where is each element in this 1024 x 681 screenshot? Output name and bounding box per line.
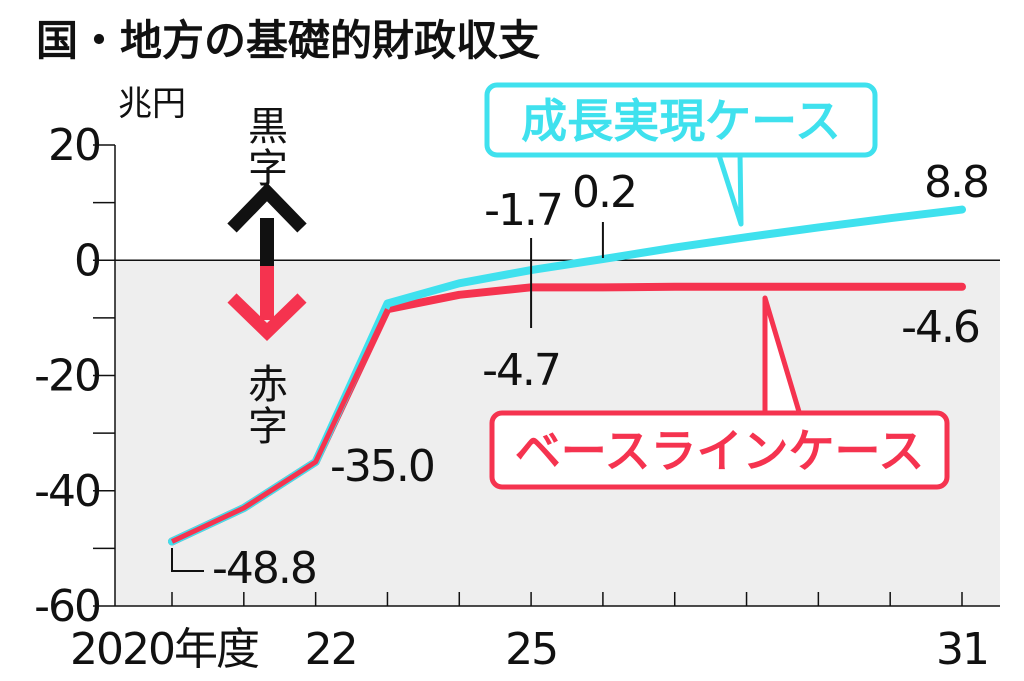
arrow-shaft bbox=[260, 218, 274, 272]
legend-growth-label: 成長実現ケース bbox=[521, 94, 841, 148]
deficit-label-char: 字 bbox=[248, 404, 288, 450]
deficit-label: 赤字 bbox=[248, 362, 288, 450]
surplus-label-char: 黒 bbox=[248, 104, 288, 150]
y-tick-label: 0 bbox=[74, 235, 100, 286]
legend-baseline-tail bbox=[762, 295, 803, 416]
data-label: -4.6 bbox=[901, 302, 979, 353]
x-tick-label: 2020年度 bbox=[70, 624, 259, 675]
legend-baseline-box-fill bbox=[496, 417, 943, 483]
data-label: -1.7 bbox=[484, 185, 562, 236]
data-label: -48.8 bbox=[212, 543, 316, 594]
legend-baseline-label: ベースラインケース bbox=[515, 424, 924, 478]
data-label: 8.8 bbox=[924, 157, 988, 208]
x-tick-label: 31 bbox=[936, 624, 988, 675]
x-tick-label: 25 bbox=[505, 624, 557, 675]
data-label: -35.0 bbox=[330, 441, 434, 492]
y-tick-label: -60 bbox=[34, 581, 100, 632]
chart-title: 国・地方の基礎的財政収支 bbox=[36, 16, 540, 65]
arrow-head bbox=[227, 182, 307, 233]
surplus-label: 黒字 bbox=[248, 104, 288, 192]
x-tick-label: 22 bbox=[305, 624, 357, 675]
series-line-1-early bbox=[170, 308, 390, 544]
arrow-head bbox=[227, 293, 307, 342]
legend-growth-tail bbox=[715, 151, 744, 227]
y-tick-label: -40 bbox=[34, 466, 100, 517]
data-label: -4.7 bbox=[482, 345, 560, 396]
leader-2020 bbox=[171, 548, 204, 572]
deficit-label-char: 赤 bbox=[248, 362, 288, 408]
legend-growth-box-fill bbox=[491, 89, 871, 151]
deficit-arrow-icon bbox=[227, 266, 307, 342]
data-label: 0.2 bbox=[572, 167, 636, 218]
y-tick-label: 20 bbox=[48, 120, 100, 171]
arrow-shaft bbox=[260, 266, 274, 320]
unit-label: 兆円 bbox=[118, 84, 186, 124]
y-tick-label: -20 bbox=[34, 351, 100, 402]
surplus-arrow-icon bbox=[227, 182, 307, 272]
